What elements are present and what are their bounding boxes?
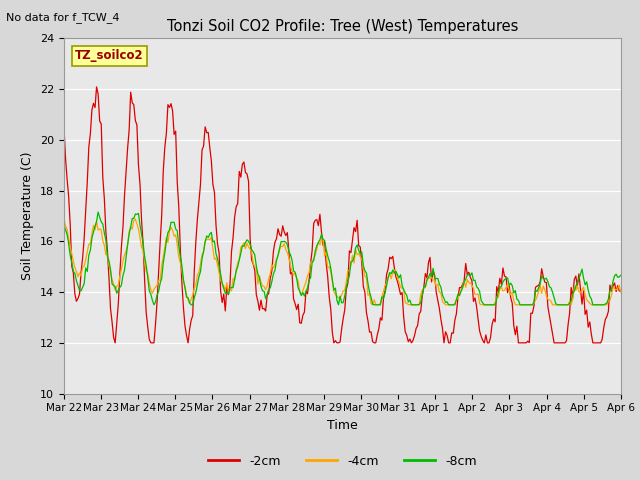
Text: TZ_soilco2: TZ_soilco2 xyxy=(75,49,144,62)
-8cm xyxy=(248,247,255,253)
-2cm xyxy=(248,257,255,263)
-4cm xyxy=(588,302,595,308)
-2cm xyxy=(60,125,68,131)
-2cm xyxy=(111,340,119,346)
Line: -2cm: -2cm xyxy=(64,87,621,343)
-8cm xyxy=(257,283,265,289)
-8cm xyxy=(229,285,237,290)
-8cm xyxy=(94,209,102,215)
-2cm xyxy=(617,288,625,294)
-8cm xyxy=(150,302,158,308)
Title: Tonzi Soil CO2 Profile: Tree (West) Temperatures: Tonzi Soil CO2 Profile: Tree (West) Temp… xyxy=(166,20,518,35)
-2cm xyxy=(307,260,314,266)
-4cm xyxy=(303,273,311,278)
-4cm xyxy=(60,216,68,222)
-4cm xyxy=(617,289,625,295)
-4cm xyxy=(226,287,234,293)
-8cm xyxy=(130,216,138,221)
-4cm xyxy=(244,244,252,250)
-4cm xyxy=(369,302,376,308)
Y-axis label: Soil Temperature (C): Soil Temperature (C) xyxy=(22,152,35,280)
Legend: -2cm, -4cm, -8cm: -2cm, -4cm, -8cm xyxy=(204,450,481,473)
-2cm xyxy=(229,235,237,240)
-2cm xyxy=(131,118,139,123)
X-axis label: Time: Time xyxy=(327,419,358,432)
-8cm xyxy=(617,272,625,278)
-4cm xyxy=(254,281,262,287)
-2cm xyxy=(589,340,596,346)
-8cm xyxy=(60,222,68,228)
-8cm xyxy=(589,302,596,308)
Line: -4cm: -4cm xyxy=(64,219,621,305)
Text: No data for f_TCW_4: No data for f_TCW_4 xyxy=(6,12,120,23)
-2cm xyxy=(93,84,100,90)
-2cm xyxy=(257,297,265,303)
Line: -8cm: -8cm xyxy=(64,212,621,305)
-4cm xyxy=(129,226,136,232)
-8cm xyxy=(307,275,314,281)
